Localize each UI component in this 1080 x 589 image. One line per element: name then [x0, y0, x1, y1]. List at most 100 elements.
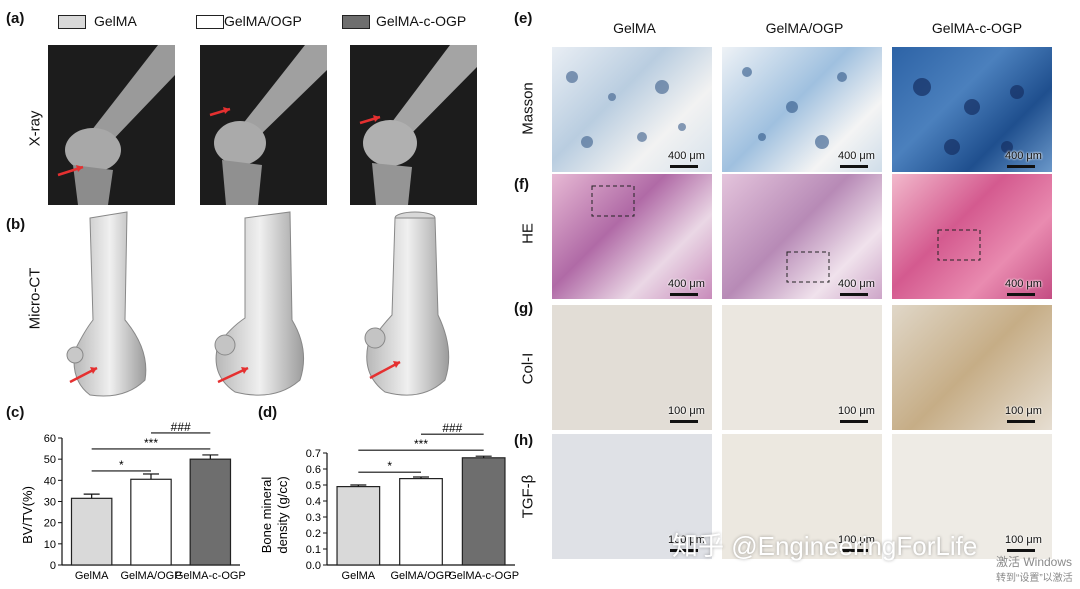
panel-label-a: (a)	[6, 10, 25, 27]
panel-label-b: (b)	[6, 216, 26, 233]
tgfb-image-cogp	[892, 434, 1052, 559]
chart-c-ylabel: BV/TV(%)	[20, 486, 35, 544]
hist-row-col1: Col-I	[519, 352, 537, 385]
scale-text-tgfb-1: 100 μm	[668, 534, 705, 546]
legend-label-cogp: GelMA-c-OGP	[376, 13, 467, 29]
scale-text-tgfb-2: 100 μm	[838, 534, 875, 546]
chart-d-ytick-label: 0.1	[306, 544, 321, 556]
tgfb-image-gelma	[552, 434, 712, 559]
masson-image-gelma	[552, 47, 712, 172]
hist-col-cogp: GelMA-c-OGP	[931, 20, 1023, 36]
chart-d-xtick-label-1: GelMA/OGP	[390, 570, 451, 582]
chart-c-ytick-label: 50	[44, 454, 56, 466]
chart-d-xtick-label-2: GelMA-c-OGP	[448, 570, 519, 582]
chart-d-bar-1	[399, 477, 443, 566]
hist-row-masson: Masson	[519, 82, 537, 135]
chart-c-sig-label-1: ***	[144, 436, 158, 450]
chart-d-ylabel-line1: Bone mineral	[259, 477, 274, 554]
scale-text-masson-3: 400 μm	[1005, 150, 1042, 162]
scale-text-col1-3: 100 μm	[1005, 405, 1042, 417]
scale-text-he-1: 400 μm	[668, 278, 705, 290]
panel-label-g: (g)	[514, 300, 534, 317]
row-label-microct: Micro-CT	[26, 267, 44, 330]
scale-bar-he-2	[840, 293, 868, 296]
xray-image-gelma	[48, 45, 175, 205]
legend-swatch-cogp	[342, 15, 370, 29]
scale-text-he-2: 400 μm	[838, 278, 875, 290]
scale-bar-tgfb-2	[840, 549, 868, 552]
panel-label-f: (f)	[514, 176, 529, 193]
chart-c-ytick-label: 20	[44, 518, 56, 530]
scale-bar-col1-2	[840, 420, 868, 423]
scale-bar-masson-2	[840, 165, 868, 168]
chart-d-ytick-label: 0.2	[306, 528, 321, 540]
microct-image-cogp	[350, 210, 500, 405]
chart-c-ytick-label: 40	[44, 475, 56, 487]
panel-label-c: (c)	[6, 404, 25, 421]
scale-text-masson-2: 400 μm	[838, 150, 875, 162]
legend-label-gelma: GelMA	[94, 13, 137, 29]
xray-image-cogp	[350, 45, 477, 205]
panel-label-h: (h)	[514, 432, 534, 449]
scale-text-col1-2: 100 μm	[838, 405, 875, 417]
watermark-text: 知乎 @EngineeringForLife	[672, 531, 978, 561]
windows-activation-line1: 激活 Windows	[996, 555, 1073, 569]
chart-d-sig-label-1: ***	[414, 437, 428, 451]
scale-text-col1-1: 100 μm	[668, 405, 705, 417]
chart-d-bar-2	[461, 457, 506, 566]
chart-c-xtick-label-2: GelMA-c-OGP	[175, 570, 246, 582]
microct-image-ogp	[200, 210, 350, 405]
hist-col-ogp: GelMA/OGP	[765, 20, 844, 36]
chart-d-ytick-label: 0.0	[306, 560, 321, 572]
chart-c-bar-0	[70, 497, 113, 566]
legend-swatch-ogp	[196, 15, 224, 29]
he-image-ogp	[722, 174, 882, 299]
masson-image-cogp	[892, 47, 1052, 172]
he-image-gelma	[552, 174, 712, 299]
col1-image-cogp	[892, 305, 1052, 430]
chart-d-xtick-label-0: GelMA	[342, 570, 376, 582]
legend-label-ogp: GelMA/OGP	[224, 13, 302, 29]
hist-row-he: HE	[519, 223, 537, 244]
hist-col-gelma: GelMA	[613, 20, 656, 36]
windows-activation-line2: 转到“设置”以激活	[996, 573, 1073, 584]
chart-c-ytick-label: 30	[44, 497, 56, 509]
panel-label-d: (d)	[258, 404, 278, 421]
chart-c-sig-label-2: ###	[171, 420, 191, 434]
hist-row-tgfb: TGF-β	[519, 474, 537, 519]
chart-c-ytick-label: 60	[44, 433, 56, 445]
chart-d-ylabel-line2: density (g/cc)	[275, 476, 290, 553]
chart-c-ytick-label: 10	[44, 539, 56, 551]
chart-d-ytick-label: 0.6	[306, 464, 321, 476]
scale-bar-tgfb-3	[1007, 549, 1035, 552]
chart-c-bar-2	[189, 458, 232, 566]
scale-text-tgfb-3: 100 μm	[1005, 534, 1042, 546]
chart-d-bar-0	[336, 485, 381, 566]
chart-c-bar-1	[130, 478, 172, 566]
scale-bar-he-1	[670, 293, 698, 296]
he-image-cogp	[892, 174, 1052, 299]
chart-d-ytick-label: 0.5	[306, 480, 321, 492]
chart-c-sig-label-0: *	[119, 458, 124, 472]
col1-image-ogp	[722, 305, 882, 430]
scale-bar-masson-1	[670, 165, 698, 168]
scale-bar-masson-3	[1007, 165, 1035, 168]
tgfb-image-ogp	[722, 434, 882, 559]
scale-text-masson-1: 400 μm	[668, 150, 705, 162]
chart-c-xtick-label-1: GelMA/OGP	[120, 570, 181, 582]
scale-text-he-3: 400 μm	[1005, 278, 1042, 290]
chart-d-ytick-label: 0.7	[306, 448, 321, 460]
col1-image-gelma	[552, 305, 712, 430]
chart-c-xtick-label-0: GelMA	[75, 570, 109, 582]
chart-bvtv: BV/TV(%) 0 10 20 30 40 50 60 GelMA GelMA/OGPGelM…	[20, 420, 246, 582]
scale-bar-tgfb-1	[670, 549, 698, 552]
scale-bar-he-3	[1007, 293, 1035, 296]
chart-bmd: Bone mineral density (g/cc) 0.0 0.1 0.2 0.3…	[259, 421, 519, 582]
chart-d-ytick-label: 0.4	[306, 496, 321, 508]
chart-d-ytick-label: 0.3	[306, 512, 321, 524]
scale-bar-col1-3	[1007, 420, 1035, 423]
scale-bar-col1-1	[670, 420, 698, 423]
chart-d-sig-label-2: ###	[442, 421, 462, 435]
chart-c-ytick-label: 0	[50, 560, 56, 572]
row-label-xray: X-ray	[26, 110, 44, 147]
